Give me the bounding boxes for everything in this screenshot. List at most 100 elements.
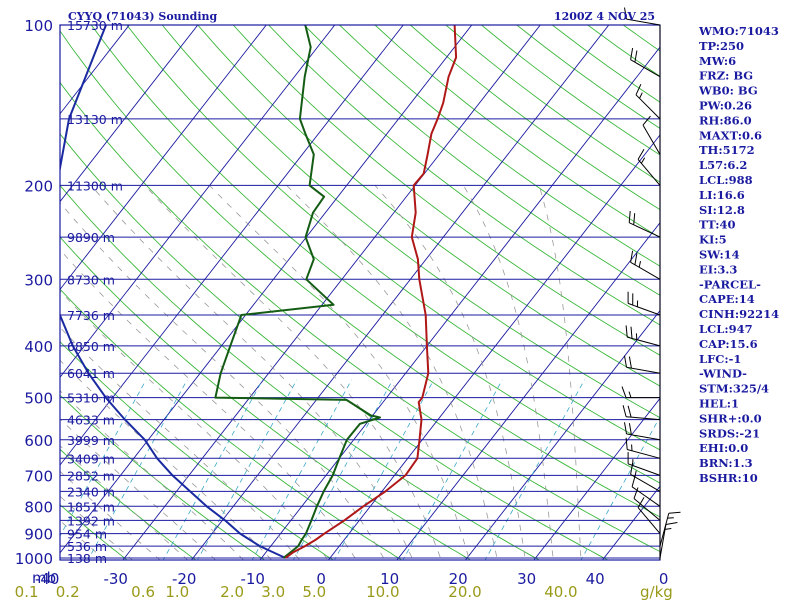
isotherm-line	[60, 25, 404, 466]
mixing-ratio-label: 20.0	[448, 583, 481, 600]
height-label: 3409 m	[67, 451, 115, 466]
isotherm-line	[533, 397, 660, 560]
mixing-ratio-line	[333, 379, 435, 560]
sounding-index: EHI:0.0	[699, 441, 748, 455]
height-label: 8730 m	[67, 272, 115, 287]
sounding-index: EI:3.3	[699, 262, 737, 276]
moist-adiabat-line	[60, 359, 273, 560]
isotherm-line	[190, 25, 610, 560]
temperature-tick-label: -10	[240, 570, 265, 588]
dry-adiabat-line	[60, 394, 266, 560]
sounding-index: LFC:-1	[699, 352, 741, 366]
dry-adiabat-line	[232, 25, 660, 356]
sounding-index: TH:5172	[699, 143, 755, 157]
dry-adiabat-line	[60, 81, 660, 553]
mixing-ratio-line	[87, 379, 188, 560]
mixing-ratio-line	[60, 379, 147, 537]
mixing-ratio-line	[580, 415, 660, 560]
temperature-tick-label: -20	[172, 570, 197, 588]
pressure-tick-label: 100	[24, 17, 53, 35]
temperature-trace	[284, 25, 458, 559]
mixing-ratio-line	[484, 379, 585, 560]
dry-adiabat-line	[60, 288, 403, 560]
wind-barb	[637, 497, 661, 534]
pressure-tick-label: 400	[24, 338, 53, 356]
profiles	[60, 25, 458, 559]
dry-adiabat-line	[60, 504, 128, 560]
dry-adiabat-line	[60, 30, 660, 518]
moist-adiabat-line	[538, 185, 582, 560]
mixing-ratio-label: 3.0	[261, 583, 285, 600]
isotherm-line	[60, 25, 267, 291]
isotherm-line	[60, 25, 199, 203]
sounding-index: LCL:988	[699, 173, 753, 187]
dry-adiabat-line	[60, 133, 609, 560]
height-label: 2852 m	[67, 468, 115, 483]
height-label: 5310 m	[67, 391, 115, 406]
chart-title: CYYQ (71043) Sounding	[68, 10, 218, 23]
isotherm-line	[327, 134, 660, 560]
pressure-tick-label: 700	[24, 467, 53, 485]
temperature-tick-label: 0	[316, 570, 326, 588]
parcel-trace	[60, 25, 286, 559]
dry-adiabat-line	[60, 236, 472, 560]
temperature-tick-label: 30	[517, 570, 536, 588]
sounding-index: BSHR:10	[699, 471, 758, 485]
mixing-ratio-label: 0.2	[56, 583, 80, 600]
temperature-tick-label: 20	[449, 570, 468, 588]
wind-barb	[633, 487, 661, 521]
moist-adiabats	[60, 185, 582, 560]
height-label: 6041 m	[67, 366, 115, 381]
height-label: 2340 m	[67, 484, 115, 499]
sounding-index: PW:0.26	[699, 99, 752, 113]
pressure-unit-label: mb	[32, 569, 56, 587]
pressure-tick-label: 800	[24, 498, 53, 516]
height-label: 6850 m	[67, 339, 115, 354]
sounding-index: HEL:1	[699, 397, 739, 411]
wind-barb	[621, 386, 660, 399]
moist-adiabat-line	[60, 249, 357, 560]
isotherm-line	[396, 222, 660, 560]
mixing-ratio-label: 40.0	[544, 583, 577, 600]
sounding-index: FRZ: BG	[699, 69, 753, 83]
temperature-tick-label: -30	[103, 570, 128, 588]
mixing-ratio-label: 2.0	[220, 583, 244, 600]
sounding-index: LI:16.6	[699, 188, 745, 202]
moist-adiabat-line	[463, 185, 554, 560]
wind-barbs	[621, 7, 681, 560]
height-label: 3999 m	[67, 433, 115, 448]
pressure-tick-label: 900	[24, 526, 53, 544]
pressure-tick-label: 300	[24, 271, 53, 289]
sounding-index: L57:6.2	[699, 158, 747, 172]
dry-adiabat-line	[197, 25, 660, 387]
height-label: 4633 m	[67, 413, 115, 428]
isotherm-line	[122, 25, 541, 560]
sounding-index: KI:5	[699, 233, 727, 247]
moist-adiabat-line	[374, 185, 526, 560]
sounding-index: MW:6	[699, 54, 736, 68]
temperature-tick-label: 40	[586, 570, 605, 588]
dry-adiabat-line	[126, 25, 660, 451]
height-label: 7736 m	[67, 308, 115, 323]
height-label: 1851 m	[67, 499, 115, 514]
sounding-index: CAP:15.6	[699, 337, 758, 351]
height-label: 9890 m	[67, 230, 115, 245]
height-label: 15730 m	[67, 18, 123, 33]
dry-adiabat-line	[339, 25, 660, 267]
wind-barb	[625, 437, 661, 459]
isotherm-line	[60, 25, 473, 554]
sounding-index: SRDS:-21	[699, 426, 760, 440]
mixing-ratio-label: 0.6	[131, 583, 155, 600]
wind-barb	[659, 511, 681, 547]
dry-adiabat-line	[60, 184, 540, 560]
sounding-datetime: 1200Z 4 NOV 25	[554, 10, 655, 23]
temperature-tick-label: 10	[380, 570, 399, 588]
sounding-index: WB0: BG	[698, 84, 758, 98]
wind-barb	[625, 325, 661, 347]
sounding-index: -WIND-	[699, 367, 747, 381]
mixing-ratio-line	[402, 379, 503, 560]
wind-barb	[624, 355, 661, 374]
sounding-index: CINH:92214	[699, 307, 779, 321]
